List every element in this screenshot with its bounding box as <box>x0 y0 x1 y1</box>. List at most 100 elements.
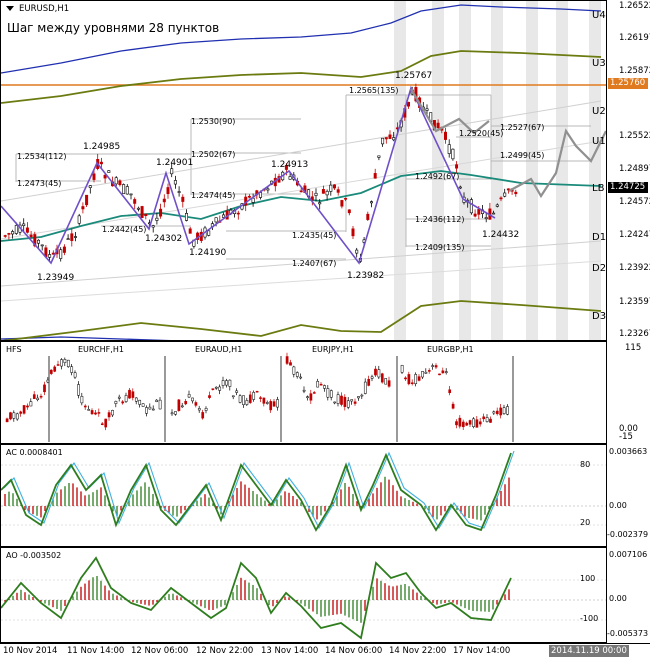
candle-body <box>29 401 33 407</box>
pair-label: EURCHF,H1 <box>78 345 124 354</box>
candle-body <box>138 399 142 405</box>
session-stripe <box>589 1 601 340</box>
candle-body <box>381 137 385 145</box>
candle-body <box>425 108 429 111</box>
candle-body <box>122 184 126 194</box>
level-label: 1.2435(45) <box>292 231 337 240</box>
candle-body <box>208 395 211 398</box>
candle-body <box>473 213 477 217</box>
pane-title: AC 0.0008401 <box>6 448 63 457</box>
candle-body <box>77 215 81 224</box>
time-label: 11 Nov 14:00 <box>67 646 125 656</box>
time-label: 14 Nov 22:00 <box>389 646 447 656</box>
axis-price: 1.26522 <box>619 1 650 11</box>
candle-body <box>465 422 469 426</box>
candle-body <box>377 155 381 158</box>
channel-line <box>1 260 602 302</box>
main-chart-pane[interactable]: EURUSD,H1 Шаг между уровнями 28 пунктов … <box>0 0 607 341</box>
axis-price: 1.23922 <box>619 263 650 273</box>
candle-body <box>444 371 448 373</box>
candle-body <box>242 395 245 405</box>
candle-body <box>478 421 482 425</box>
candle-body <box>514 191 518 195</box>
candle-body <box>461 421 465 428</box>
candle-body <box>325 190 329 196</box>
axis-value: 0.003663 <box>609 447 648 456</box>
zigzag-line <box>1 85 496 265</box>
pairs-pane[interactable]: HFS EURCHF,H1 EURAUD,H1 EURJPY,H1 EURGBP… <box>0 341 607 444</box>
chart-symbol: EURUSD,H1 <box>19 4 70 14</box>
level-name: U1 <box>592 136 606 147</box>
candle-body <box>350 399 354 402</box>
candle-body <box>99 161 103 165</box>
candle-body <box>145 407 148 414</box>
level-label: 1.2409(135) <box>415 243 465 252</box>
candle-body <box>194 402 198 406</box>
candle-body <box>374 368 377 376</box>
candle-body <box>162 198 166 203</box>
candle-body <box>104 418 108 428</box>
candle-body <box>387 380 391 387</box>
chart-dropdown-icon[interactable] <box>6 6 14 11</box>
candle-body <box>247 195 251 198</box>
axis-value: 0.00 <box>609 594 627 603</box>
candle-body <box>32 394 36 399</box>
candle-body <box>140 206 144 218</box>
candle-body <box>238 395 242 403</box>
session-stripe <box>556 1 568 340</box>
level-name: D3 <box>592 311 607 322</box>
level-label: 1.2442(45) <box>102 225 147 234</box>
candle-body <box>448 389 452 394</box>
candle-body <box>40 244 44 247</box>
candle-body <box>87 409 91 411</box>
candle-body <box>225 380 228 386</box>
candle-body <box>125 186 129 195</box>
session-stripe <box>394 1 406 340</box>
axis-value: 0.007106 <box>609 550 648 559</box>
channel-line <box>1 100 602 202</box>
axis-value: -100 <box>580 614 599 623</box>
pairs-axis: 115 0.00 -15 <box>607 341 650 444</box>
extreme-label: 1.24190 <box>189 248 227 258</box>
candle-body <box>468 420 472 425</box>
candle-body <box>369 201 373 204</box>
candle-body <box>85 194 89 206</box>
candle-body <box>197 408 201 411</box>
pane-title: HFS <box>6 345 22 354</box>
ao-pane[interactable]: AO -0.003502 <box>0 547 607 643</box>
candle-body <box>59 249 63 259</box>
forecast-path <box>508 128 606 199</box>
candle-body <box>421 371 424 378</box>
candle-body <box>310 196 314 201</box>
candle-body <box>5 418 9 423</box>
candle-body <box>289 362 292 366</box>
candle-body <box>355 249 359 254</box>
candle-body <box>66 359 70 367</box>
candle-body <box>92 173 96 180</box>
candle-body <box>14 225 18 234</box>
candle-body <box>265 402 269 404</box>
extreme-label: 1.24985 <box>83 142 121 152</box>
candle-body <box>388 134 392 139</box>
candle-body <box>218 386 222 391</box>
candle-body <box>380 373 384 383</box>
candle-body <box>472 418 475 427</box>
time-marker: 2014.11.19 00:00 <box>549 645 629 657</box>
candle-body <box>43 384 46 393</box>
candle-body <box>288 176 292 180</box>
candle-body <box>346 400 350 408</box>
axis-price: 1.23267 <box>619 329 650 339</box>
candle-body <box>495 204 499 207</box>
upper-outer-band <box>1 4 602 74</box>
candle-body <box>306 396 309 398</box>
ac-pane[interactable]: AC 0.0008401 <box>0 444 607 547</box>
candle-body <box>436 122 440 129</box>
candle-body <box>489 418 492 423</box>
candle-body <box>148 406 152 410</box>
candle-body <box>366 213 370 220</box>
axis-value: -15 <box>619 432 633 442</box>
candle-body <box>269 401 273 411</box>
candle-body <box>495 410 499 415</box>
candle-body <box>424 371 428 374</box>
axis-value: 100 <box>580 574 596 583</box>
